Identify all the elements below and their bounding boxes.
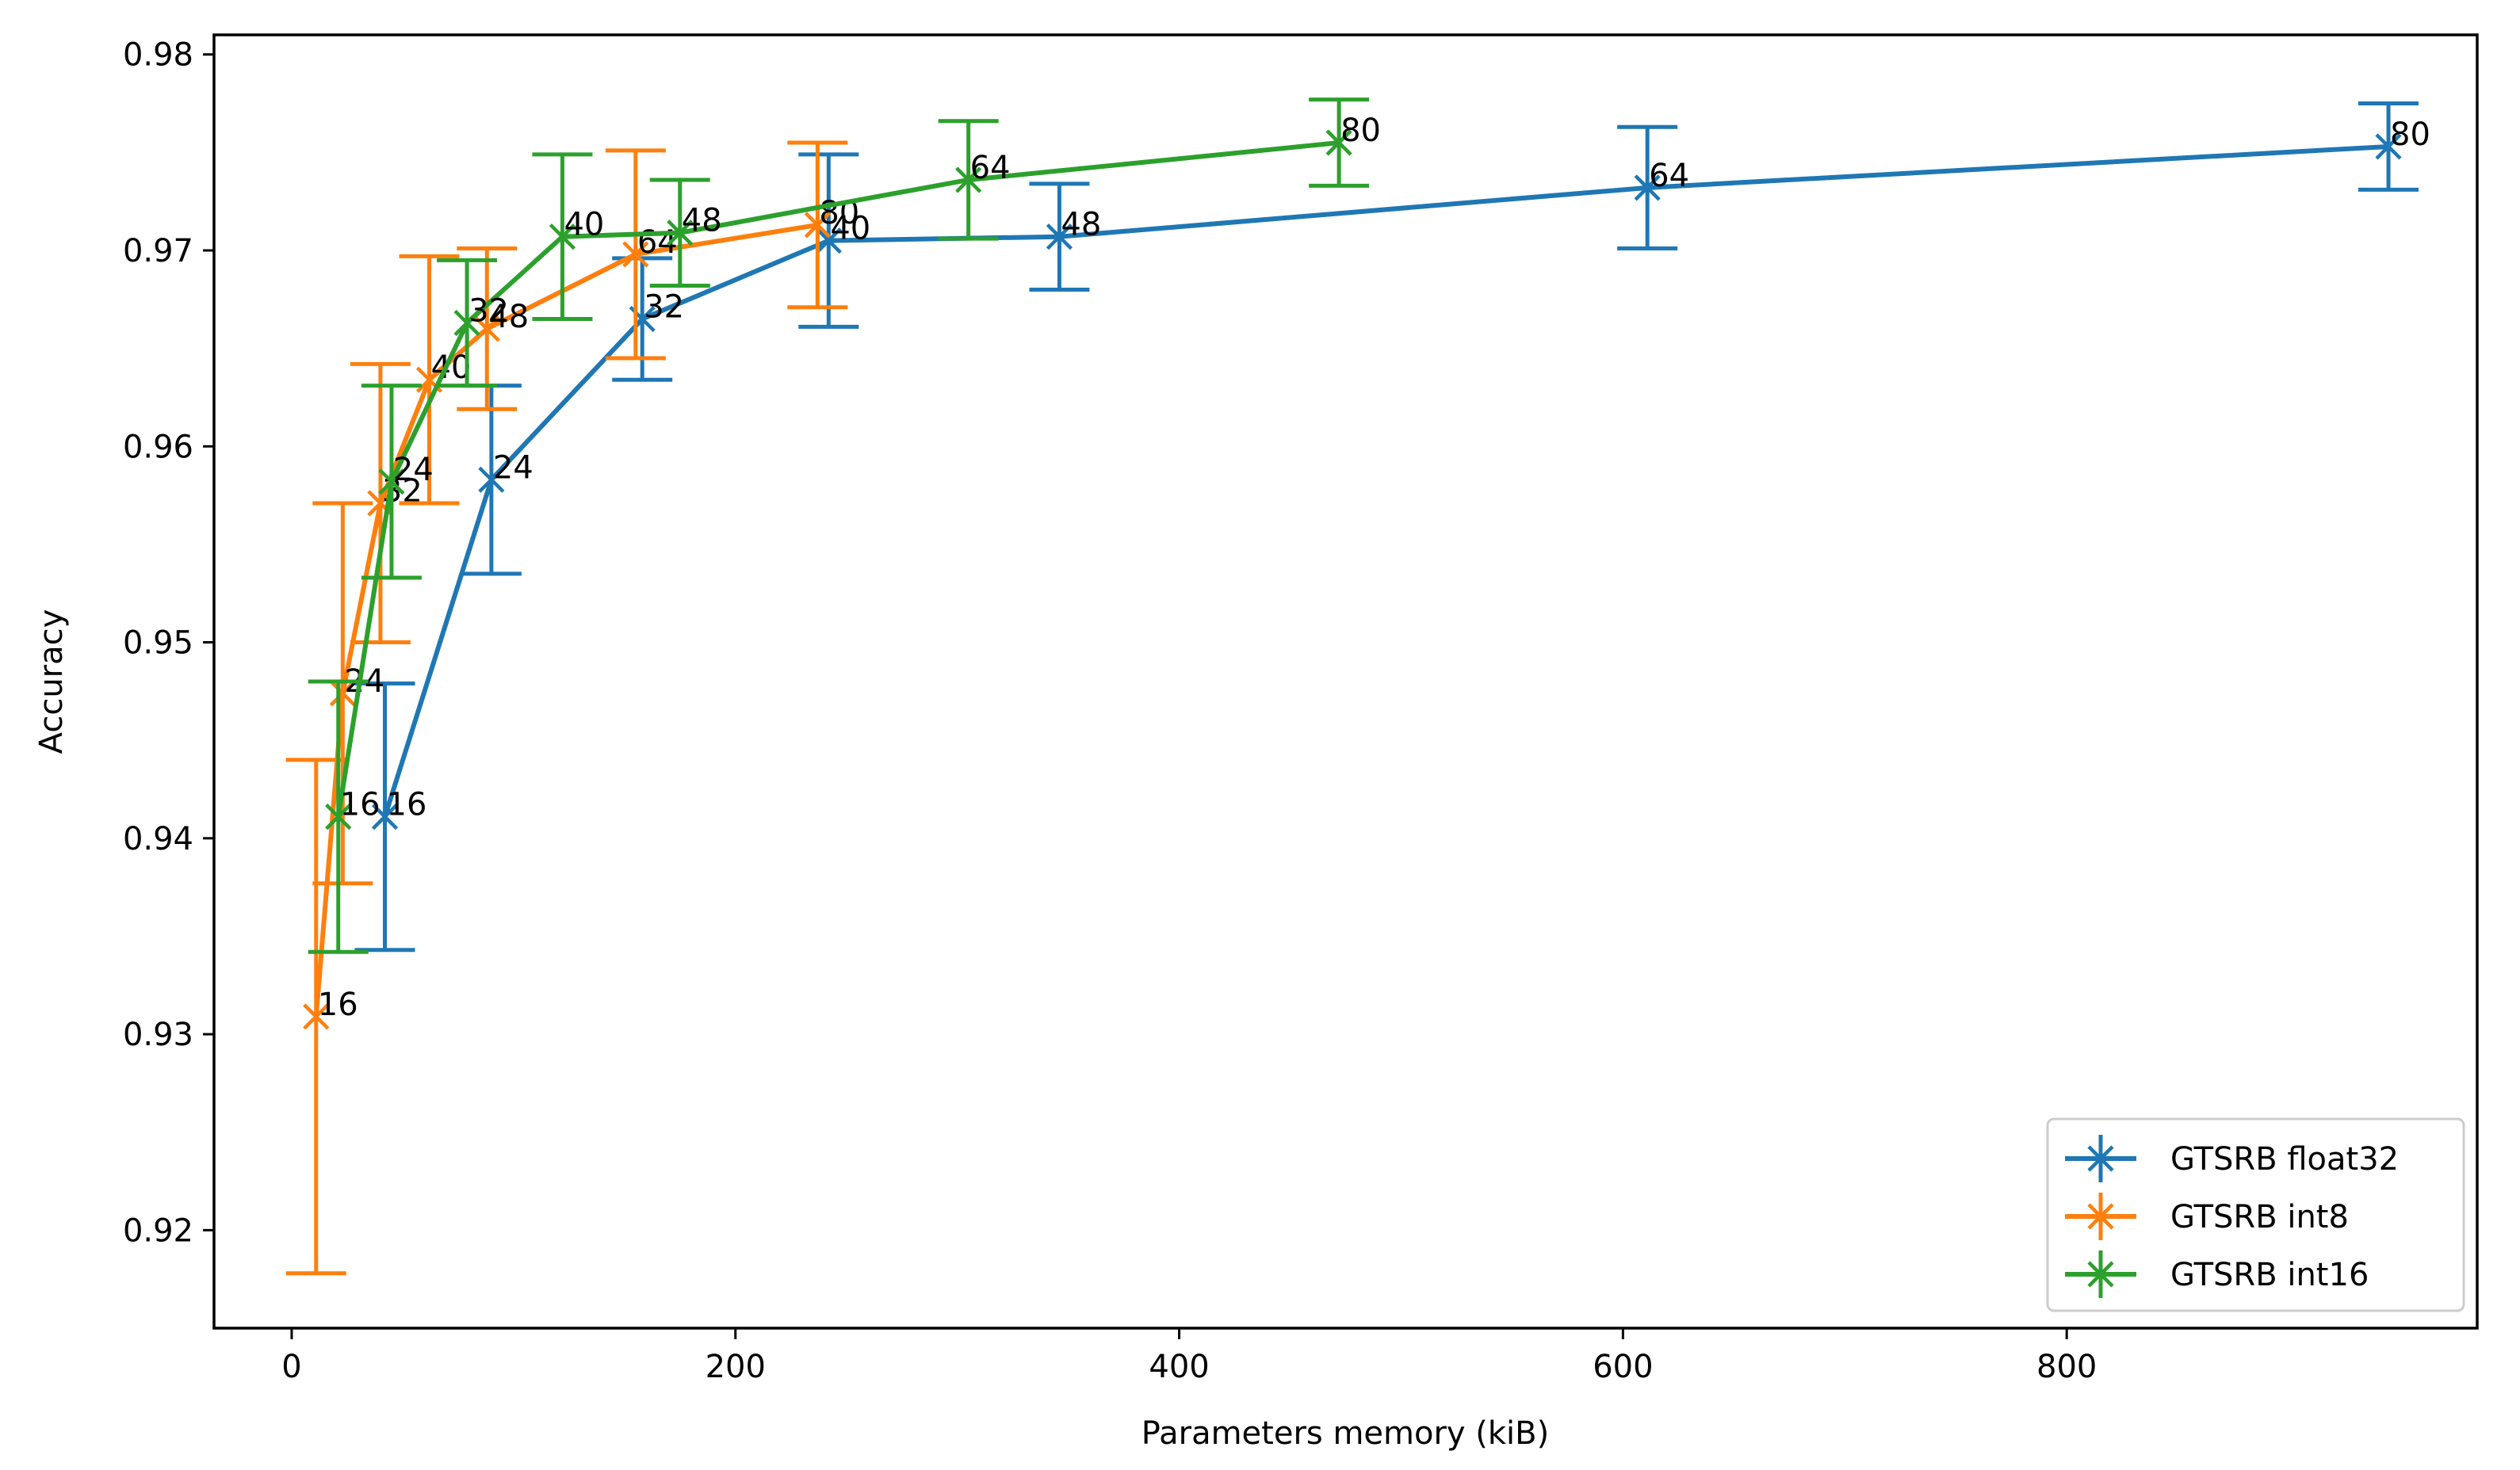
- y-tick-label: 0.98: [123, 37, 193, 74]
- marker-stroke: [1634, 174, 1661, 201]
- data-point-marker: [2375, 133, 2402, 160]
- marker-stroke: [473, 315, 500, 342]
- legend-entry: GTSRB int8: [2065, 1193, 2349, 1240]
- data-point-marker: [303, 1003, 330, 1030]
- marker-stroke: [303, 1003, 330, 1030]
- y-tick-label: 0.94: [123, 821, 193, 857]
- marker-stroke: [1325, 129, 1352, 156]
- data-point-marker: [955, 166, 982, 193]
- data-label: 40: [830, 211, 870, 247]
- data-label: 24: [493, 449, 533, 486]
- marker-stroke: [622, 241, 649, 268]
- data-label: 48: [682, 203, 722, 239]
- marker-stroke: [371, 804, 399, 830]
- marker-stroke: [667, 220, 694, 246]
- marker-stroke: [1046, 223, 1073, 250]
- marker-stroke: [329, 680, 356, 707]
- legend: GTSRB float32 GTSRB int8 GTSRB int16: [2046, 1117, 2465, 1312]
- data-point-marker: [1325, 129, 1352, 156]
- marker-stroke: [815, 227, 842, 254]
- x-tick-label: 600: [1593, 1349, 1653, 1385]
- legend-marker: [2087, 1261, 2114, 1288]
- legend-label: GTSRB float32: [2170, 1141, 2399, 1178]
- data-label: 80: [1340, 113, 1381, 149]
- data-point-marker: [815, 227, 842, 254]
- y-tick-label: 0.97: [123, 233, 193, 269]
- x-tick-label: 200: [706, 1349, 766, 1385]
- data-point-marker: [371, 804, 399, 830]
- x-axis-title: Parameters memory (kiB): [1141, 1415, 1549, 1452]
- y-axis-title: Accuracy: [33, 609, 70, 754]
- data-label: 32: [644, 289, 684, 326]
- y-tick-label: 0.92: [123, 1212, 193, 1249]
- data-label: 48: [488, 299, 529, 335]
- data-label: 32: [468, 292, 509, 329]
- marker-stroke: [378, 468, 405, 495]
- x-tick-label: 400: [1149, 1349, 1209, 1385]
- y-tick-label: 0.96: [123, 429, 193, 465]
- data-point-marker: [378, 468, 405, 495]
- data-point-marker: [622, 241, 649, 268]
- data-point-marker: [329, 680, 356, 707]
- marker-stroke: [804, 212, 831, 239]
- data-point-marker: [667, 220, 694, 246]
- y-tick-label: 0.95: [123, 625, 193, 662]
- data-label: 64: [1649, 158, 1689, 194]
- legend-entry: GTSRB int16: [2065, 1250, 2369, 1298]
- marker-stroke: [2375, 133, 2402, 160]
- data-point-marker: [453, 309, 480, 337]
- x-tick-label: 0: [281, 1349, 301, 1385]
- legend-label: GTSRB int8: [2170, 1199, 2349, 1235]
- data-point-marker: [1634, 174, 1661, 201]
- data-label: 16: [387, 787, 427, 823]
- legend-entry: GTSRB float32: [2065, 1135, 2399, 1182]
- marker-stroke: [478, 466, 505, 493]
- data-point-marker: [325, 804, 352, 830]
- y-axis: 0.92 0.93 0.94 0.95 0.96 0.97 0.98: [123, 37, 214, 1249]
- data-label: 16: [340, 787, 380, 823]
- x-tick-label: 800: [2036, 1349, 2097, 1385]
- data-label: 48: [1061, 207, 1101, 243]
- x-axis: 0 200 400 600 800: [281, 1328, 2097, 1385]
- legend-marker: [2087, 1203, 2114, 1230]
- data-point-marker: [804, 212, 831, 239]
- data-point-marker: [478, 466, 505, 493]
- data-label: 80: [2390, 116, 2430, 153]
- series-2: 16 24 32 40 48 64 80: [308, 97, 1381, 954]
- data-label: 40: [564, 207, 604, 243]
- plot-area-frame: [212, 33, 2479, 1330]
- y-tick-label: 0.93: [123, 1017, 193, 1053]
- marker-stroke: [325, 804, 352, 830]
- data-label: 24: [393, 452, 434, 488]
- data-point-marker: [473, 315, 500, 342]
- marker-stroke: [549, 223, 576, 250]
- data-label: 64: [970, 150, 1011, 186]
- legend-marker: [2087, 1145, 2114, 1172]
- legend-label: GTSRB int16: [2170, 1257, 2369, 1293]
- marker-stroke: [453, 309, 480, 337]
- marker-stroke: [415, 366, 443, 393]
- marker-stroke: [955, 166, 982, 193]
- data-point-marker: [1046, 223, 1073, 250]
- legend-box: [2046, 1117, 2465, 1312]
- data-label: 16: [318, 987, 358, 1023]
- data-point-marker: [549, 223, 576, 250]
